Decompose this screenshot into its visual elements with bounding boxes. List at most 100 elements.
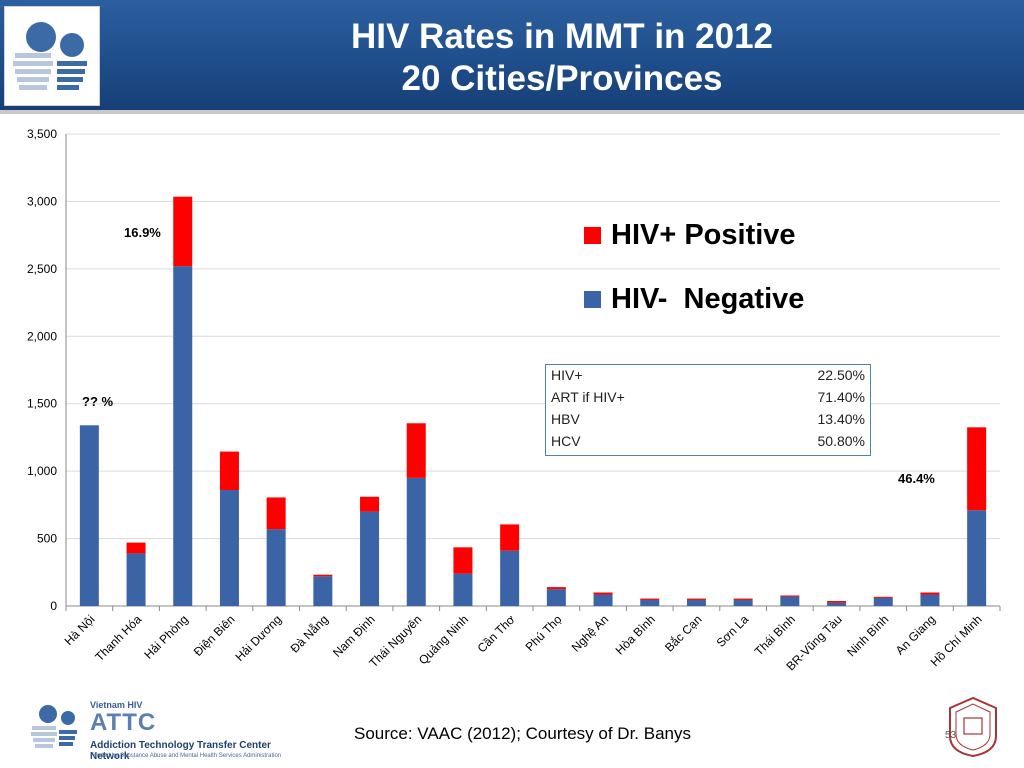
bar-positive xyxy=(640,598,660,600)
x-tick-label: Phú Thọ xyxy=(523,612,565,654)
annotation-hai-phong: 16.9% xyxy=(124,225,161,240)
legend-swatch-negative xyxy=(584,290,601,308)
stats-value: 13.40% xyxy=(817,411,865,427)
x-tick-label: Hải Dương xyxy=(232,612,284,664)
x-tick-label: Bắc Cạn xyxy=(661,612,704,655)
bar-positive xyxy=(546,587,566,590)
bar-negative xyxy=(126,553,146,606)
x-tick-label: Thái Bình xyxy=(752,612,798,658)
y-tick-label: 2,500 xyxy=(27,262,57,276)
legend-item-positive: HIV+ Positive xyxy=(584,218,796,252)
bar-positive xyxy=(593,592,613,595)
stats-value: 71.40% xyxy=(817,389,865,405)
y-tick-label: 0 xyxy=(50,599,57,613)
bar-negative xyxy=(827,602,847,606)
y-tick-label: 1,500 xyxy=(27,397,57,411)
stats-label: HCV xyxy=(551,433,581,449)
bar-positive xyxy=(313,574,333,577)
x-tick-label: Hòa Bình xyxy=(613,612,658,657)
attc-small-label: Vietnam HIV xyxy=(90,700,143,710)
bar-negative xyxy=(873,597,893,606)
bar-negative xyxy=(173,266,193,606)
x-tick-label: Đà Nẵng xyxy=(287,612,331,656)
x-tick-label: Cần Thơ xyxy=(475,612,518,655)
bar-positive xyxy=(920,592,940,595)
x-tick-label: Hải Phòng xyxy=(141,612,191,662)
bar-negative xyxy=(920,594,940,606)
attc-funding: Funded by Substance Abuse and Mental Hea… xyxy=(90,753,282,759)
attc-logo: Vietnam HIV ATTC Addiction Technology Tr… xyxy=(28,700,298,764)
annotation-ha-noi: ?? % xyxy=(82,394,114,409)
y-tick-label: 3,500 xyxy=(27,127,57,141)
stats-label: HBV xyxy=(551,411,580,427)
bar-negative xyxy=(967,510,987,606)
bar-negative xyxy=(360,511,380,606)
bar-positive xyxy=(406,423,426,478)
x-tick-label: Nghệ An xyxy=(569,612,611,654)
x-tick-label: Hà Nội xyxy=(62,612,98,648)
title-banner: HIV Rates in MMT in 2012 20 Cities/Provi… xyxy=(0,0,1024,114)
x-tick-label: Thanh Hóa xyxy=(92,612,144,664)
stats-value: 50.80% xyxy=(817,433,865,449)
bar-positive xyxy=(780,595,800,597)
university-seal-icon xyxy=(949,696,997,758)
bar-negative xyxy=(686,599,706,606)
bar-positive xyxy=(827,601,847,603)
bar-positive xyxy=(173,196,193,267)
stats-label: ART if HIV+ xyxy=(551,389,625,405)
stacked-bar-chart: 0 500 1,000 1,500 2,000 2,500 3,000 3,500 Hà Nội… xyxy=(27,127,1001,673)
bar-positive xyxy=(500,524,520,551)
bar-positive xyxy=(453,547,473,574)
bar-negative xyxy=(266,529,286,606)
bar-positive xyxy=(733,598,753,600)
source-caption: Source: VAAC (2012); Courtesy of Dr. Ban… xyxy=(354,724,691,743)
y-tick-label: 1,000 xyxy=(27,464,57,478)
bar-positive xyxy=(967,427,987,511)
annotation-ho-chi-minh: 46.4% xyxy=(898,471,935,486)
legend-label-negative: HIV- Negative xyxy=(611,282,805,315)
bar-positive xyxy=(686,598,706,600)
legend-label-positive: HIV+ Positive xyxy=(611,218,796,251)
bar-negative xyxy=(79,425,99,606)
x-tick-label: Ninh Bình xyxy=(844,612,891,659)
bar-negative xyxy=(593,594,613,606)
stats-row: HCV 50.80% xyxy=(551,433,865,453)
attc-network: Addiction Technology Transfer Center Net… xyxy=(90,740,271,762)
title-line-2: 20 Cities/Provinces xyxy=(401,59,723,98)
legend-swatch-positive xyxy=(584,226,601,244)
x-tick-label: Quảng Ninh xyxy=(416,612,471,667)
y-tick-label: 3,000 xyxy=(27,194,57,208)
hiv-logo xyxy=(4,6,100,106)
stats-row: ART if HIV+ 71.40% xyxy=(551,389,865,409)
y-tick-label: 2,000 xyxy=(27,329,57,343)
x-tick-label: Điện Biên xyxy=(191,612,238,659)
y-tick-label: 500 xyxy=(37,532,57,546)
bar-positive xyxy=(126,542,146,554)
bar-negative xyxy=(546,589,566,606)
bar-negative xyxy=(733,599,753,606)
attc-name: ATTC xyxy=(90,709,157,736)
stats-row: HIV+ 22.50% xyxy=(551,367,865,387)
bar-negative xyxy=(500,550,520,606)
stats-label: HIV+ xyxy=(551,367,583,383)
bar-positive xyxy=(266,497,286,530)
bar-negative xyxy=(640,599,660,606)
x-tick-label: An Giang xyxy=(893,612,938,657)
stats-value: 22.50% xyxy=(817,367,865,383)
bar-positive xyxy=(360,496,380,512)
legend-item-negative: HIV- Negative xyxy=(584,282,804,316)
bar-positive xyxy=(873,596,893,598)
bar-negative xyxy=(453,573,473,606)
page-number: 53 xyxy=(945,730,957,741)
attc-logo-icon xyxy=(31,705,77,748)
bar-negative xyxy=(780,596,800,606)
x-tick-label: Nam Định xyxy=(330,612,378,660)
title-line-1: HIV Rates in MMT in 2012 xyxy=(350,17,774,56)
bar-negative xyxy=(313,576,333,606)
stats-table: HIV+ 22.50% ART if HIV+ 71.40% HBV 13.40… xyxy=(545,364,871,456)
page-title: HIV Rates in MMT in 2012 20 Cities/Provi… xyxy=(180,16,944,100)
stats-row: HBV 13.40% xyxy=(551,411,865,431)
bar-positive xyxy=(219,451,239,491)
bar-negative xyxy=(219,490,239,606)
x-tick-label: Sơn La xyxy=(714,612,752,650)
